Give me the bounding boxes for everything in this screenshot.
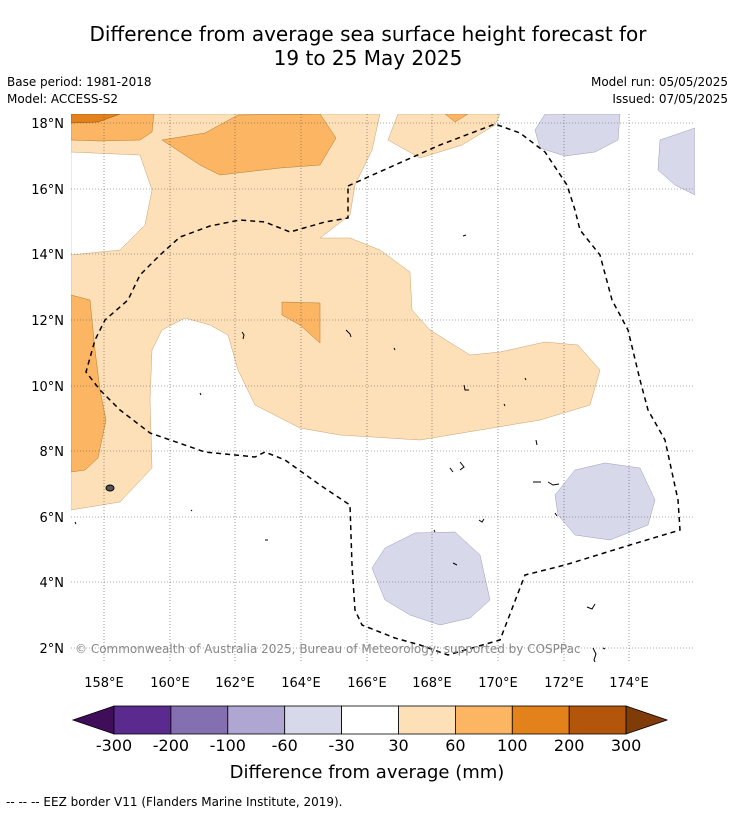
colorbar-tick-label: -60	[272, 736, 298, 755]
colorbar-segment	[398, 705, 456, 735]
eez-border	[85, 123, 681, 656]
colorbar-tick-label: -200	[153, 736, 189, 755]
anomaly-region-lavender-southeast	[554, 462, 656, 541]
colorbar-segment	[511, 705, 570, 735]
title-line-2: 19 to 25 May 2025	[273, 46, 463, 70]
longitude-labels: 158°E 160°E 162°E 164°E 166°E 168°E 170°…	[84, 676, 649, 691]
map-panel	[71, 114, 695, 662]
lat-label-18n: 18°N	[31, 117, 64, 132]
colorbar-tick-label: -300	[96, 736, 132, 755]
model-run: Model run: 05/05/2025	[590, 75, 728, 89]
colorbar-tick-label: -30	[329, 736, 355, 755]
colorbar-tick-label: 100	[497, 736, 528, 755]
colorbar-tick-label: 200	[554, 736, 585, 755]
islands	[74, 234, 606, 662]
lon-label-168e: 168°E	[412, 676, 452, 691]
colorbar-segment	[227, 705, 286, 735]
colorbar-tick-label: -100	[210, 736, 246, 755]
lon-label-160e: 160°E	[150, 676, 190, 691]
latitude-labels: 18°N 16°N 14°N 12°N 10°N 8°N 6°N 4°N 2°N	[31, 117, 64, 657]
neutral-region-nw	[71, 151, 153, 256]
lon-label-170e: 170°E	[478, 676, 518, 691]
colorbar-tick-label: 60	[445, 736, 465, 755]
colorbar-segment	[341, 705, 399, 735]
lat-label-4n: 4°N	[40, 576, 65, 591]
colorbar-segment	[170, 705, 229, 735]
gridlines	[71, 114, 695, 662]
anomaly-region-orange-center	[281, 301, 321, 344]
colorbar-segment	[454, 705, 513, 735]
lat-label-8n: 8°N	[40, 445, 65, 460]
colorbar-label: Difference from average (mm)	[230, 762, 505, 783]
colorbar	[71, 705, 669, 735]
lon-label-158e: 158°E	[84, 676, 124, 691]
lon-label-174e: 174°E	[609, 676, 649, 691]
colorbar-segment	[284, 705, 343, 735]
eez-footnote: -- -- -- EEZ border V11 (Flanders Marine…	[6, 795, 343, 809]
lon-label-166e: 166°E	[347, 676, 387, 691]
map-title: Difference from average sea surface heig…	[0, 22, 736, 70]
meta-left: Base period: 1981-2018 Model: ACCESS-S2	[7, 74, 152, 108]
lat-label-2n: 2°N	[40, 642, 65, 657]
base-period: Base period: 1981-2018	[7, 75, 152, 89]
lon-label-162e: 162°E	[215, 676, 255, 691]
lat-label-12n: 12°N	[31, 314, 64, 329]
colorbar-ticks: -300 -200 -100 -60 -30 30 60 100 200 300	[96, 736, 642, 755]
issued-date: Issued: 07/05/2025	[612, 92, 728, 106]
anomaly-region-light-orange	[71, 114, 601, 511]
lon-label-164e: 164°E	[281, 676, 321, 691]
anomaly-region-lavender-south	[371, 531, 491, 626]
anomaly-region-dark-orange	[71, 114, 121, 124]
anomaly-region-orange-west	[71, 294, 107, 473]
colorbar-extend-low	[71, 705, 115, 735]
meta-right: Model run: 05/05/2025 Issued: 07/05/2025	[591, 74, 728, 108]
lat-label-10n: 10°N	[31, 380, 64, 395]
anomaly-region-orange-north	[161, 114, 337, 176]
lon-label-172e: 172°E	[544, 676, 584, 691]
anomaly-region-orange-ne-small	[444, 114, 469, 123]
title-line-1: Difference from average sea surface heig…	[89, 22, 647, 46]
colorbar-tick-label: 300	[611, 736, 642, 755]
anomaly-region-lavender-north	[534, 114, 621, 157]
colorbar-tick-label: 30	[388, 736, 408, 755]
lat-label-6n: 6°N	[40, 511, 65, 526]
lat-label-16n: 16°N	[31, 183, 64, 198]
model-name: Model: ACCESS-S2	[7, 92, 119, 106]
colorbar-segment	[568, 705, 627, 735]
colorbar-segment	[113, 705, 172, 735]
copyright-notice: © Commonwealth of Australia 2025, Bureau…	[75, 642, 581, 656]
anomaly-region-light-orange-ne	[387, 114, 501, 159]
colorbar-extend-high	[625, 705, 669, 735]
anomaly-region-lavender-east	[657, 127, 695, 196]
lat-label-14n: 14°N	[31, 248, 64, 263]
